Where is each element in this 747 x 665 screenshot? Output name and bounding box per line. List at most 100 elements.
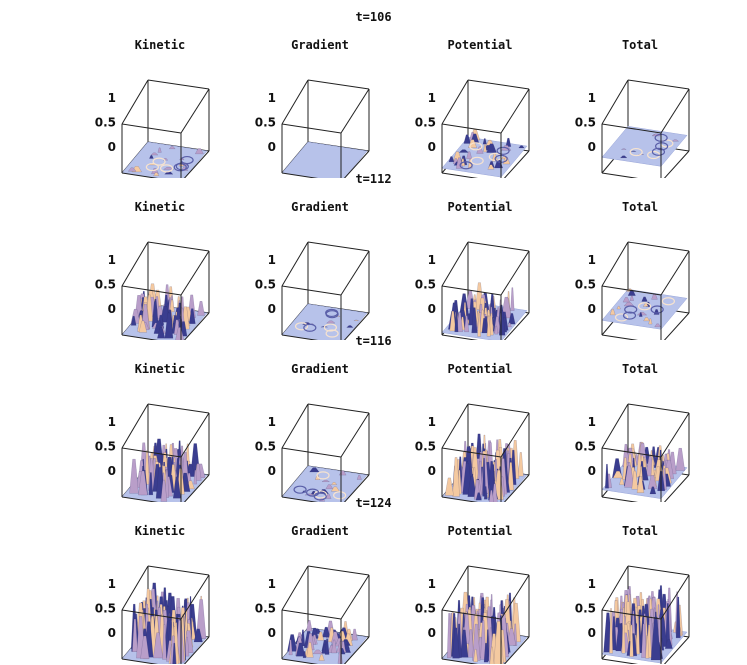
surface-spike [645, 635, 650, 659]
z-tick-label: 0 [268, 464, 276, 478]
surface-spike [619, 478, 625, 486]
box-edge-back [281, 79, 309, 125]
box-edge-front [281, 658, 319, 664]
panel-title: Total [621, 38, 659, 52]
surface-spike [612, 470, 624, 479]
box-edge-back [147, 403, 210, 414]
surface-spike [288, 639, 293, 656]
z-tick-label: 0.5 [415, 278, 436, 292]
box-edge-front [503, 312, 530, 340]
box-edge-front [441, 285, 502, 296]
surface-spike [326, 320, 336, 324]
panel-title: Kinetic [134, 362, 186, 376]
surface-spike [510, 287, 515, 311]
box-edge-back [307, 241, 370, 252]
z-tick-label: 1 [108, 415, 116, 429]
surface-spike [162, 624, 167, 660]
box-edge-back [467, 565, 530, 576]
box-edge-front [660, 88, 690, 134]
box-edge-back [307, 403, 370, 414]
surface-spike [636, 476, 645, 493]
surface-spike [144, 450, 150, 485]
surface-ripple [303, 323, 317, 332]
box-edge-front [121, 658, 159, 664]
panel-title: Kinetic [134, 524, 186, 538]
surface-spike [604, 463, 609, 489]
surface-ripple [651, 147, 666, 156]
surface-panel-potential: Potential 1 0.5 0 [395, 362, 565, 502]
box-edge-back [281, 403, 309, 449]
z-tick-label: 0.5 [255, 116, 276, 130]
box-edge-front [601, 609, 662, 620]
surface-spike [127, 167, 137, 172]
surface-panel-kinetic: Kinetic 1 0.5 0 [75, 362, 245, 502]
surface-spike [621, 607, 626, 654]
surface-ripple [629, 147, 643, 157]
surface-ripple [469, 142, 483, 151]
surface-spike [486, 143, 497, 153]
surface-spike [317, 631, 325, 641]
surface-ripple [325, 329, 339, 338]
surface-spike [643, 317, 650, 322]
surface-spike [188, 308, 196, 324]
surface-spike [454, 305, 459, 333]
surface-plot: 10.50 [415, 403, 530, 502]
z-tick-label: 0 [268, 626, 276, 640]
surface-spike [487, 164, 495, 170]
z-tick-label: 0.5 [95, 116, 116, 130]
box-edge-front [660, 250, 690, 296]
box-edge-front [121, 609, 182, 620]
surface-spike [162, 166, 175, 170]
box-edge-front [180, 250, 210, 296]
surface-spike [444, 477, 454, 496]
surface-spike [616, 305, 621, 310]
box-edge-front [500, 574, 530, 620]
surface-plane [601, 126, 688, 167]
surface-spike [675, 596, 681, 639]
surface-ripple [152, 157, 166, 166]
z-tick-label: 0.5 [95, 440, 116, 454]
z-tick-label: 0.5 [575, 116, 596, 130]
box-edge-front [503, 474, 530, 502]
panel-title: Potential [447, 362, 513, 376]
surface-spike [140, 635, 150, 660]
box-edge-front [343, 474, 370, 502]
box-edge-back [441, 241, 469, 287]
z-tick-label: 1 [108, 253, 116, 267]
surface-spike [609, 308, 616, 316]
surface-spike [624, 465, 635, 488]
surface-panel-gradient: Gradient 1 0.5 0 [235, 38, 405, 178]
surface-spike [483, 143, 487, 153]
surface-spike [157, 147, 162, 153]
surface-spike [480, 620, 487, 660]
surface-spike [157, 327, 166, 339]
surface-panel-total: Total 1 0.5 0 [555, 524, 725, 664]
surface-spike [475, 492, 482, 501]
surface-spike [641, 623, 647, 658]
surface-ripple [159, 164, 174, 173]
surface-ripple [496, 146, 510, 155]
surface-spike [631, 470, 639, 490]
surface-spike [467, 476, 477, 497]
z-tick-label: 0 [588, 140, 596, 154]
surface-plot: 10.50 [255, 565, 370, 664]
box-edge-front [441, 609, 502, 620]
z-tick-label: 0.5 [255, 602, 276, 616]
panel-title: Gradient [291, 38, 349, 52]
surface-ripple [294, 322, 309, 331]
box-edge-back [147, 565, 210, 576]
surface-spike [511, 602, 521, 643]
surface-panel-potential: Potential 1 0.5 0 [395, 200, 565, 340]
box-edge-front [281, 496, 319, 502]
box-edge-back [121, 565, 149, 611]
surface-spike [508, 313, 516, 325]
surface-spike [309, 467, 320, 473]
surface-spike [132, 618, 138, 652]
box-edge-front [121, 285, 182, 296]
surface-spike [452, 457, 460, 497]
box-edge-front [601, 447, 662, 458]
surface-plot: 10.50 [95, 241, 210, 340]
surface-spike [194, 148, 204, 155]
box-edge-front [180, 88, 210, 134]
surface-spike [150, 152, 159, 156]
